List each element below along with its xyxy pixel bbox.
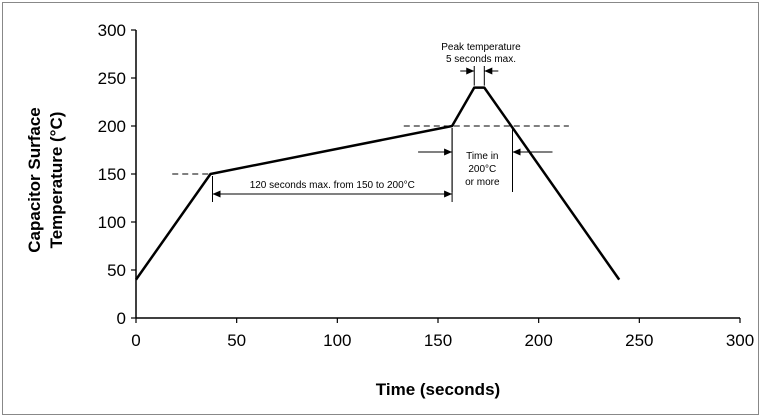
time200-label-line3: or more bbox=[465, 177, 500, 188]
x-tick-label: 200 bbox=[524, 331, 552, 350]
y-tick-label: 150 bbox=[98, 165, 126, 184]
y-tick-label: 50 bbox=[107, 261, 126, 280]
peak-arrow-left bbox=[466, 67, 475, 75]
temperature-profile-line bbox=[134, 86, 621, 281]
preheat-arrow-right bbox=[444, 190, 453, 198]
y-tick-label: 0 bbox=[117, 309, 126, 328]
peak-arrow-right bbox=[484, 67, 493, 75]
peak-label-line1: Peak temperature bbox=[441, 42, 521, 53]
x-axis-title: Time (seconds) bbox=[376, 380, 500, 399]
x-tick-label: 0 bbox=[131, 331, 140, 350]
y-tick-label: 300 bbox=[98, 21, 126, 40]
y-axis-title-line1: Capacitor Surface bbox=[25, 107, 44, 253]
time200-label-line2: 200°C bbox=[468, 164, 496, 175]
preheat-label: 120 seconds max. from 150 to 200°C bbox=[250, 180, 415, 191]
x-tick-label: 50 bbox=[227, 331, 246, 350]
time200-arrow-right bbox=[512, 148, 521, 156]
y-tick-label: 100 bbox=[98, 213, 126, 232]
x-tick-label: 100 bbox=[323, 331, 351, 350]
y-axis-title-line2: Temperature (°C) bbox=[47, 112, 66, 249]
x-tick-label: 150 bbox=[424, 331, 452, 350]
peak-label-line2: 5 seconds max. bbox=[446, 54, 516, 65]
time200-label-line1: Time in bbox=[466, 151, 498, 162]
chart-frame bbox=[2, 2, 759, 415]
preheat-arrow-left bbox=[212, 190, 221, 198]
y-tick-label: 250 bbox=[98, 69, 126, 88]
time200-arrow-left bbox=[444, 148, 453, 156]
x-tick-label: 250 bbox=[625, 331, 653, 350]
x-tick-label: 300 bbox=[726, 331, 754, 350]
y-tick-label: 200 bbox=[98, 117, 126, 136]
